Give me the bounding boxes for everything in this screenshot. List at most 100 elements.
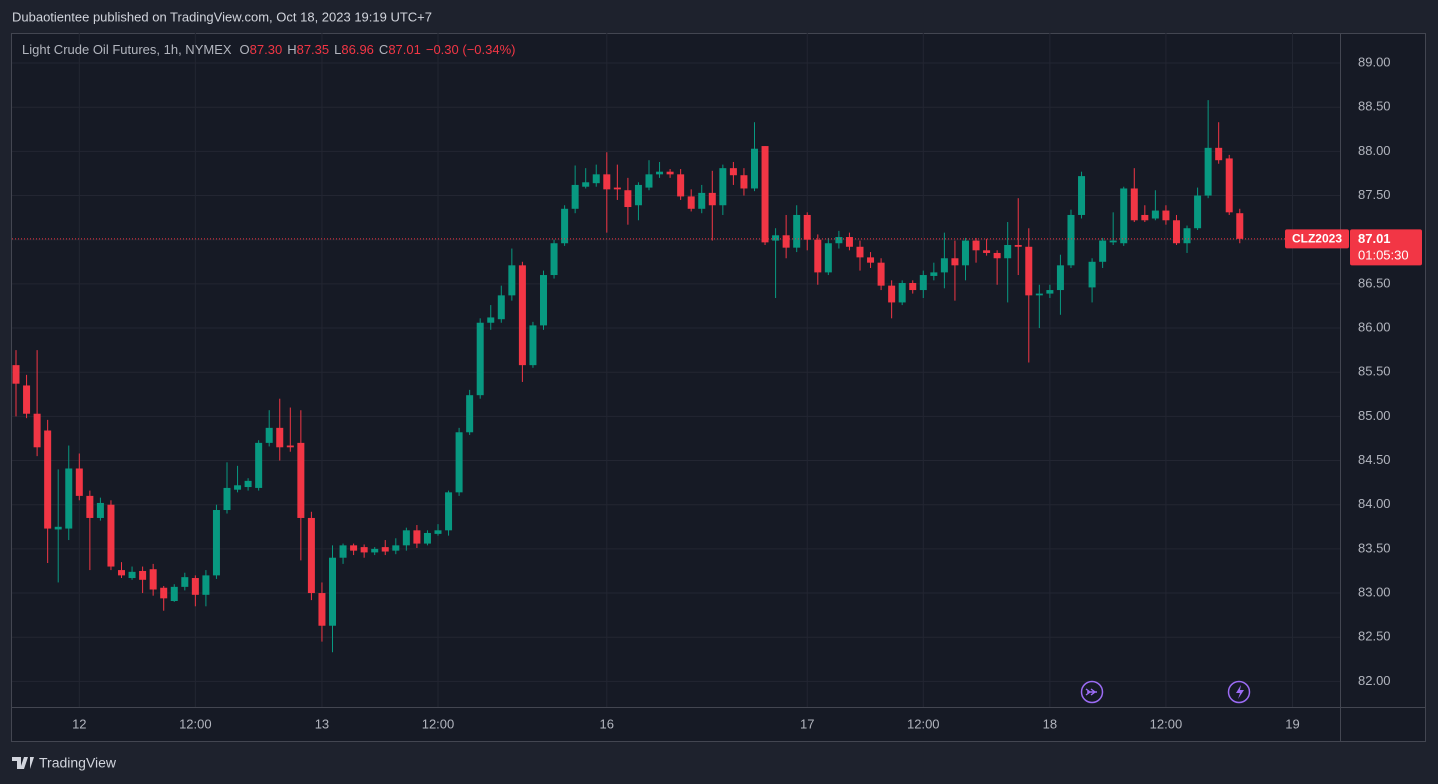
candle-body [1099,240,1107,262]
candle-body [286,445,294,448]
candle-body [613,187,621,190]
candle-body [772,235,780,241]
candle-body [856,246,864,258]
candle-body [824,243,832,273]
candle-body [508,265,516,296]
candle-body [1035,293,1043,296]
y-tick-label: 83.50 [1358,540,1391,555]
candle-body [445,492,453,531]
candle-body [740,175,748,189]
y-tick-label: 88.00 [1358,143,1391,158]
countdown-label: 01:05:30 [1358,247,1409,262]
candles [12,100,1244,653]
legend-change: −0.30 (−0.34%) [426,42,516,57]
candle-body [339,545,347,558]
y-tick-label: 88.50 [1358,99,1391,114]
candle-body [75,468,83,496]
candle-body [919,275,927,291]
y-tick-label: 84.00 [1358,496,1391,511]
x-tick-label: 16 [600,716,614,731]
candle-body [539,275,547,326]
candle-body [729,168,737,176]
candle-body [1056,265,1064,291]
legend-key: L [334,42,341,57]
candle-body [65,468,73,529]
candle-body [571,184,579,209]
candle-body [96,502,104,518]
legend-value: 86.96 [341,42,374,57]
legend-key: C [379,42,388,57]
candle-body [793,214,801,248]
y-tick-label: 85.50 [1358,364,1391,379]
candle-body [12,365,20,384]
candle-body [1067,214,1075,266]
candle-body [413,530,421,544]
candle-body [497,295,505,320]
candle-body [1130,188,1138,221]
candle-body [23,385,31,414]
candle-body [1141,214,1149,221]
candle-body [487,317,495,323]
candle-body [909,282,917,291]
candle-body [719,168,727,206]
candle-body [835,237,843,244]
y-tick-label: 86.50 [1358,275,1391,290]
candle-body [1236,213,1244,239]
candle-body [1078,176,1086,215]
candle-body [782,235,790,248]
chart-frame [11,33,1426,742]
candle-body [128,571,136,579]
event-icon[interactable] [1227,680,1251,704]
candle-body [181,577,189,587]
candle-body [930,272,938,276]
legend-key: H [287,42,296,57]
y-tick-label: 87.50 [1358,187,1391,202]
candle-body [202,575,210,595]
candle-body [118,570,126,576]
candle-body [814,239,822,273]
legend-value: 87.35 [297,42,330,57]
x-tick-label: 18 [1043,716,1057,731]
candle-body [139,570,147,580]
candle-body [972,240,980,251]
brand-name: TradingView [39,755,117,771]
candle-body [455,432,463,493]
candle-body [708,192,716,206]
x-tick-label: 12:00 [907,716,940,731]
candle-body [1215,147,1223,161]
y-tick-label: 86.00 [1358,319,1391,334]
x-tick-label: 13 [315,716,329,731]
candle-body [1225,158,1233,213]
candle-body [265,427,273,443]
candle-body [402,530,410,546]
candle-body [1151,210,1159,219]
candle-body [434,530,442,534]
candle-body [191,578,199,595]
y-tick-label: 85.00 [1358,408,1391,423]
candle-body [212,510,220,576]
event-icon[interactable] [1080,680,1104,704]
price-label: 87.01 [1358,231,1391,246]
candle-body [518,265,526,366]
candle-body [476,322,484,396]
candle-body [750,148,758,189]
candle-body [297,442,305,518]
candle-body [550,243,558,276]
candle-body [107,504,115,567]
candle-body [940,258,948,273]
price-label-box [1350,229,1422,266]
candle-body [329,557,337,626]
candle-body [149,569,157,590]
candle-body [877,262,885,286]
candle-body [961,240,969,266]
candle-body [1172,220,1180,244]
candle-body [656,171,664,175]
candle-body [318,593,326,626]
candle-body [392,545,400,551]
candle-body [761,146,769,243]
legend-key: O [240,42,250,57]
candle-body [244,480,252,488]
x-tick-label: 12:00 [179,716,212,731]
candle-body [687,196,695,209]
candle-body [234,485,242,490]
